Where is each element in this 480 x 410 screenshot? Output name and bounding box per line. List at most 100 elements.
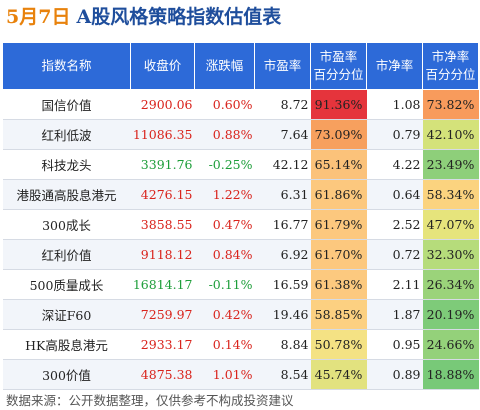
- cell-pb-percentile: 24.66%: [422, 329, 479, 360]
- cell-index-name: HK高股息港元: [2, 329, 131, 360]
- cell-pb: 2.52: [366, 209, 423, 240]
- table-row: 国信价值 2900.06 0.60% 8.72 91.36% 1.08 73.82%: [2, 89, 479, 120]
- cell-index-name: 深证F60: [2, 299, 131, 330]
- header-close: 收盘价: [130, 42, 195, 90]
- cell-pe-percentile: 61.86%: [310, 179, 367, 210]
- header-pb: 市净率: [366, 42, 423, 90]
- cell-pe: 7.64: [254, 119, 311, 150]
- cell-index-name: 红利价值: [2, 239, 131, 270]
- cell-pe: 19.46: [254, 299, 311, 330]
- header-pb-percentile: 市净率 百分分位: [422, 42, 479, 90]
- cell-pb: 1.08: [366, 89, 423, 120]
- header-label: 收盘价: [143, 58, 182, 73]
- cell-pb-percentile: 42.10%: [422, 119, 479, 150]
- cell-close: 3858.55: [130, 209, 195, 240]
- cell-pe-percentile: 65.14%: [310, 149, 367, 180]
- title-text: A股风格策略指数估值表: [76, 6, 282, 28]
- header-label: 市盈率: [319, 49, 358, 64]
- cell-change: 0.14%: [194, 329, 255, 360]
- header-pe: 市盈率: [254, 42, 311, 90]
- cell-pe: 16.59: [254, 269, 311, 300]
- cell-index-name: 500质量成长: [2, 269, 131, 300]
- cell-pe-percentile: 73.09%: [310, 119, 367, 150]
- cell-pb-percentile: 18.88%: [422, 359, 479, 390]
- table-row: 300价值 4875.38 1.01% 8.54 45.74% 0.89 18.88%: [2, 359, 479, 390]
- cell-change: -0.25%: [194, 149, 255, 180]
- cell-index-name: 300价值: [2, 359, 131, 390]
- cell-pb-percentile: 73.82%: [422, 89, 479, 120]
- header-index-name: 指数名称: [2, 42, 131, 90]
- cell-close: 4276.15: [130, 179, 195, 210]
- table-row: 港股通高股息港元 4276.15 1.22% 6.31 61.86% 0.64 58.34%: [2, 179, 479, 210]
- cell-pe-percentile: 45.74%: [310, 359, 367, 390]
- cell-change: -0.11%: [194, 269, 255, 300]
- header-pe-percentile: 市盈率 百分分位: [310, 42, 367, 90]
- cell-pe: 6.31: [254, 179, 311, 210]
- header-label: 百分分位: [313, 67, 364, 82]
- cell-change: 0.47%: [194, 209, 255, 240]
- cell-pe-percentile: 91.36%: [310, 89, 367, 120]
- cell-pb: 0.79: [366, 119, 423, 150]
- cell-close: 3391.76: [130, 149, 195, 180]
- header-label: 市盈率: [263, 58, 302, 73]
- table-row: 深证F60 7259.97 0.42% 19.46 58.85% 1.87 20.19%: [2, 299, 479, 330]
- header-label: 指数名称: [41, 58, 92, 73]
- table-header-row: 指数名称 收盘价 涨跌幅 市盈率 市盈率 百分分位 市净率 市净率 百分分位: [2, 42, 479, 90]
- cell-pe: 8.54: [254, 359, 311, 390]
- cell-pb: 0.64: [366, 179, 423, 210]
- cell-index-name: 红利低波: [2, 119, 131, 150]
- cell-change: 0.42%: [194, 299, 255, 330]
- cell-index-name: 300成长: [2, 209, 131, 240]
- table-row: 科技龙头 3391.76 -0.25% 42.12 65.14% 4.22 23.49%: [2, 149, 479, 180]
- cell-pe-percentile: 58.85%: [310, 299, 367, 330]
- cell-close: 4875.38: [130, 359, 195, 390]
- cell-close: 11086.35: [130, 119, 195, 150]
- cell-pb: 0.72: [366, 239, 423, 270]
- cell-change: 0.88%: [194, 119, 255, 150]
- title-date: 5月7日: [6, 6, 71, 28]
- cell-pe: 42.12: [254, 149, 311, 180]
- cell-pb: 4.22: [366, 149, 423, 180]
- cell-pe: 8.72: [254, 89, 311, 120]
- header-label: 百分分位: [425, 67, 476, 82]
- cell-change: 1.22%: [194, 179, 255, 210]
- cell-close: 9118.12: [130, 239, 195, 270]
- cell-change: 0.60%: [194, 89, 255, 120]
- valuation-table: 指数名称 收盘价 涨跌幅 市盈率 市盈率 百分分位 市净率 市净率 百分分位 国信价…: [2, 42, 479, 390]
- header-label: 市净率: [431, 49, 470, 64]
- header-label: 涨跌幅: [205, 58, 244, 73]
- cell-close: 16814.17: [130, 269, 195, 300]
- cell-change: 1.01%: [194, 359, 255, 390]
- table-row: 500质量成长 16814.17 -0.11% 16.59 61.38% 2.11 26.3…: [2, 269, 479, 300]
- cell-pe-percentile: 50.78%: [310, 329, 367, 360]
- cell-pb: 2.11: [366, 269, 423, 300]
- table-row: 300成长 3858.55 0.47% 16.77 61.79% 2.52 47.07%: [2, 209, 479, 240]
- cell-pb-percentile: 32.30%: [422, 239, 479, 270]
- cell-pb-percentile: 26.34%: [422, 269, 479, 300]
- cell-pb-percentile: 20.19%: [422, 299, 479, 330]
- cell-pe: 16.77: [254, 209, 311, 240]
- cell-index-name: 科技龙头: [2, 149, 131, 180]
- page-title: 5月7日 A股风格策略指数估值表: [6, 2, 281, 30]
- cell-pb-percentile: 58.34%: [422, 179, 479, 210]
- cell-pe-percentile: 61.70%: [310, 239, 367, 270]
- cell-close: 7259.97: [130, 299, 195, 330]
- cell-change: 0.84%: [194, 239, 255, 270]
- table-row: 红利价值 9118.12 0.84% 6.92 61.70% 0.72 32.30%: [2, 239, 479, 270]
- cell-pb: 0.95: [366, 329, 423, 360]
- table-row: HK高股息港元 2933.17 0.14% 8.84 50.78% 0.95 24.66%: [2, 329, 479, 360]
- cell-pb: 1.87: [366, 299, 423, 330]
- cell-pe-percentile: 61.38%: [310, 269, 367, 300]
- cell-pb: 0.89: [366, 359, 423, 390]
- cell-pe: 8.84: [254, 329, 311, 360]
- cell-pb-percentile: 23.49%: [422, 149, 479, 180]
- header-label: 市净率: [375, 58, 414, 73]
- cell-pe: 6.92: [254, 239, 311, 270]
- cell-pe-percentile: 61.79%: [310, 209, 367, 240]
- header-change: 涨跌幅: [194, 42, 255, 90]
- cell-index-name: 港股通高股息港元: [2, 179, 131, 210]
- cell-close: 2933.17: [130, 329, 195, 360]
- data-source-note: 数据来源：公开数据整理，仅供参考不构成投资建议: [6, 393, 294, 408]
- cell-index-name: 国信价值: [2, 89, 131, 120]
- cell-close: 2900.06: [130, 89, 195, 120]
